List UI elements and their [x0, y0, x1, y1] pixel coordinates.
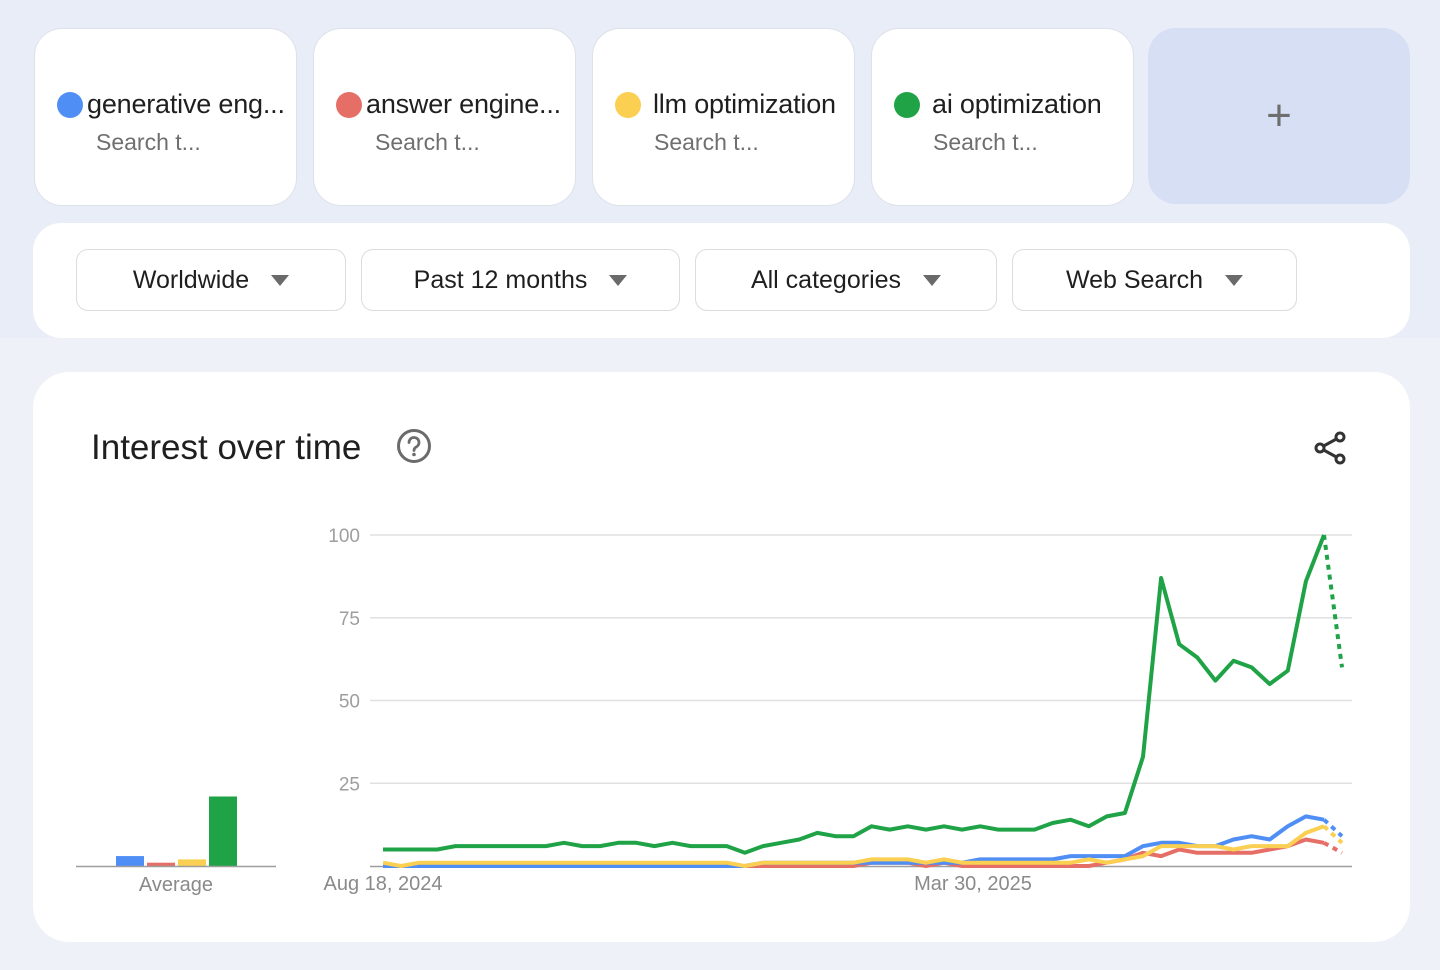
term-subtitle: Search t...: [654, 129, 759, 155]
help-circle-icon[interactable]: [396, 428, 432, 464]
caret-down-icon: [609, 274, 628, 286]
time-range-filter[interactable]: Past 12 months: [361, 249, 680, 311]
series-color-dot: [336, 91, 362, 118]
share-icon[interactable]: [1312, 430, 1348, 466]
series-color-dot: [894, 91, 920, 118]
time-range-filter-label: Past 12 months: [413, 265, 588, 294]
term-name: ai optimization: [932, 89, 1102, 119]
term-subtitle: Search t...: [96, 129, 201, 155]
add-comparison-button[interactable]: +: [1148, 28, 1410, 204]
caret-down-icon: [1225, 274, 1244, 286]
term-card-3[interactable]: llm optimization Search t...: [592, 28, 855, 206]
term-card-2[interactable]: answer engine... Search t...: [313, 28, 576, 206]
category-filter-label: All categories: [750, 265, 902, 294]
term-subtitle: Search t...: [933, 129, 1038, 155]
plus-icon: +: [1266, 91, 1292, 140]
region-filter-label: Worldwide: [132, 265, 250, 294]
term-subtitle: Search t...: [375, 129, 480, 155]
term-card-4[interactable]: ai optimization Search t...: [871, 28, 1134, 206]
term-name: generative eng...: [87, 89, 285, 119]
filter-panel: Worldwide Past 12 months All categories …: [33, 223, 1410, 338]
chart-title: Interest over time: [91, 428, 362, 467]
search-type-filter[interactable]: Web Search: [1012, 249, 1297, 311]
term-name: answer engine...: [366, 89, 561, 119]
caret-down-icon: [923, 274, 942, 286]
series-color-dot: [615, 91, 641, 118]
region-filter[interactable]: Worldwide: [76, 249, 346, 311]
category-filter[interactable]: All categories: [695, 249, 997, 311]
interest-over-time-card: Interest over time: [33, 372, 1410, 942]
series-color-dot: [57, 91, 83, 118]
term-card-1[interactable]: generative eng... Search t...: [34, 28, 297, 206]
term-name: llm optimization: [653, 89, 836, 119]
caret-down-icon: [271, 274, 290, 286]
search-type-filter-label: Web Search: [1065, 265, 1204, 294]
